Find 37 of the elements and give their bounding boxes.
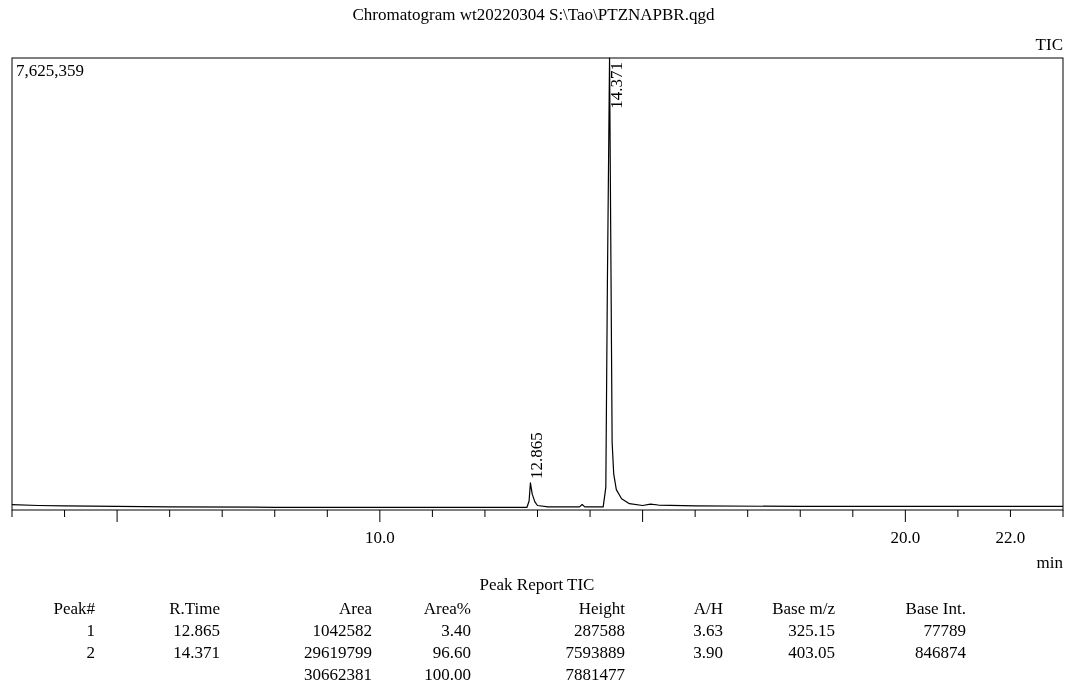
x-axis-title: min <box>1036 553 1064 572</box>
annotation: 14.371 <box>606 62 626 109</box>
text: 846874 <box>915 643 967 662</box>
x-tick-label: 20.0 <box>890 528 921 547</box>
text: 2 <box>86 643 95 662</box>
text: TIC <box>1035 35 1063 54</box>
text: 325.15 <box>788 621 835 640</box>
text: 3.63 <box>693 621 723 640</box>
text: Area <box>338 599 373 618</box>
text: Base m/z <box>772 599 836 618</box>
x-tick-label: 10.0 <box>364 528 395 547</box>
text: 100.00 <box>424 665 471 684</box>
text: Height <box>578 599 626 618</box>
chart-title: Chromatogram wt20220304 S:\Tao\PTZNAPBR.qgd <box>352 5 715 24</box>
text: Peak Report TIC <box>479 575 595 594</box>
text: Area% <box>423 599 471 618</box>
text: 30662381 <box>304 665 372 684</box>
text: 1 <box>86 621 95 640</box>
text: 77789 <box>923 621 966 640</box>
annotation: 7,625,359 <box>16 61 84 80</box>
text: 3.40 <box>441 621 471 640</box>
text: 287588 <box>574 621 625 640</box>
text: 96.60 <box>432 643 471 662</box>
annotation: 12.865 <box>527 432 547 479</box>
text: R.Time <box>169 599 220 618</box>
x-tick-label: 22.0 <box>995 528 1026 547</box>
text: A/H <box>693 599 723 618</box>
text: 14.371 <box>173 643 220 662</box>
text: 29619799 <box>304 643 372 662</box>
text: Peak# <box>53 599 96 618</box>
text: 7593889 <box>565 643 625 662</box>
text: 12.865 <box>173 621 220 640</box>
text: 1042582 <box>312 621 372 640</box>
text: 7881477 <box>565 665 626 684</box>
text: 403.05 <box>788 643 835 662</box>
text: Base Int. <box>905 599 966 618</box>
text: 3.90 <box>693 643 723 662</box>
